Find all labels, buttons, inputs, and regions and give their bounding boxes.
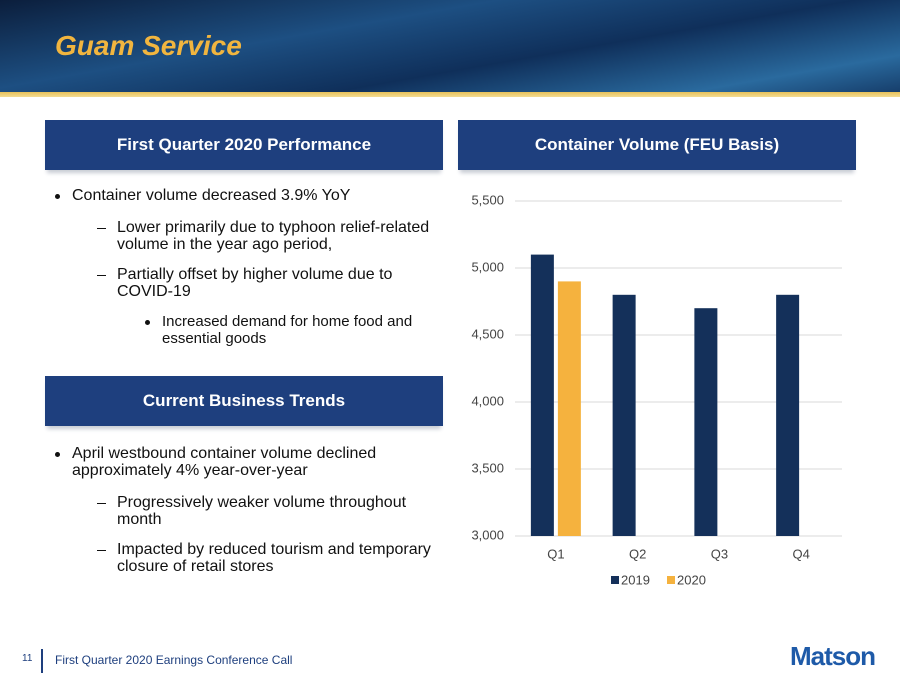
dash-marker — [97, 275, 106, 276]
bullet-list: April westbound container volume decline… — [45, 445, 445, 588]
y-tick-label: 5,000 — [471, 259, 504, 274]
bullet-text: Partially offset by higher volume due to… — [117, 266, 393, 300]
panel-header: Current Business Trends — [45, 376, 443, 426]
dash-marker — [97, 503, 106, 504]
chart-header: Container Volume (FEU Basis) — [458, 120, 856, 170]
footer-text: First Quarter 2020 Earnings Conference C… — [55, 653, 293, 667]
bar — [776, 294, 800, 536]
logo: Matson — [790, 641, 876, 671]
bar — [530, 254, 554, 536]
bullet-item: Partially offset by higher volume due to… — [45, 266, 445, 300]
x-tick-label: Q3 — [711, 546, 728, 561]
bar — [612, 294, 636, 536]
bullet-text: Lower primarily due to typhoon relief-re… — [117, 219, 430, 253]
banner — [0, 0, 900, 93]
legend-label: 2019 — [621, 572, 650, 587]
page-number: 11 — [22, 653, 33, 664]
bullet-item: Lower primarily due to typhoon relief-re… — [45, 219, 445, 253]
dash-marker — [97, 228, 106, 229]
bullet-list: Container volume decreased 3.9% YoY Lower… — [45, 187, 445, 360]
legend-label: 2020 — [677, 572, 706, 587]
bullet-marker — [145, 320, 150, 325]
y-tick-label: 3,500 — [471, 460, 504, 475]
bullet-text: Container volume decreased 3.9% YoY — [72, 187, 351, 204]
bullet-text: Impacted by reduced tourism and temporar… — [117, 541, 431, 575]
bar — [557, 281, 581, 536]
bullet-marker — [55, 194, 60, 199]
bullet-text: Progressively weaker volume throughout m… — [117, 494, 407, 528]
y-tick-label: 4,000 — [471, 393, 504, 408]
bullet-item: April westbound container volume decline… — [45, 445, 445, 479]
footer-rule — [41, 649, 43, 673]
bullet-item: Container volume decreased 3.9% YoY — [45, 187, 445, 204]
x-tick-label: Q4 — [792, 546, 809, 561]
bar — [694, 308, 718, 536]
y-tick-label: 5,500 — [471, 192, 504, 207]
y-tick-label: 4,500 — [471, 326, 504, 341]
legend-swatch — [667, 576, 675, 584]
panel-header: First Quarter 2020 Performance — [45, 120, 443, 170]
bullet-marker — [55, 452, 60, 457]
x-tick-label: Q1 — [547, 546, 564, 561]
x-tick-label: Q2 — [629, 546, 646, 561]
legend-swatch — [611, 576, 619, 584]
bullet-item: Impacted by reduced tourism and temporar… — [45, 541, 445, 575]
y-tick-label: 3,000 — [471, 527, 504, 542]
slide-title: Guam Service — [55, 30, 242, 61]
gold-rule — [0, 92, 900, 97]
bullet-text: April westbound container volume decline… — [72, 445, 377, 479]
chart: 3,000 3,500 4,000 4,500 5,000 5,500 Q1 Q2 Q3 Q4 20… — [471, 192, 842, 587]
bullet-item: Progressively weaker volume throughout m… — [45, 494, 445, 528]
bullet-text: Increased demand for home food and essen… — [162, 313, 413, 347]
bullet-item: Increased demand for home food and essen… — [45, 313, 445, 347]
dash-marker — [97, 550, 106, 551]
